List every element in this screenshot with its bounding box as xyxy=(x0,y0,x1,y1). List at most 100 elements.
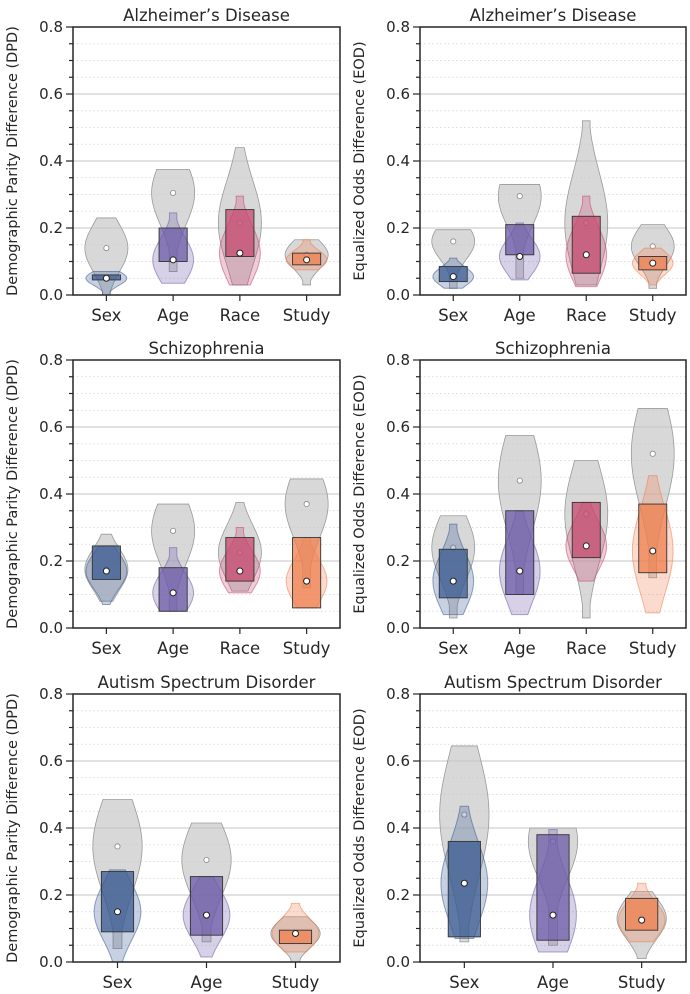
background-median-point xyxy=(170,189,177,196)
plot-frame xyxy=(419,26,687,296)
violin-study xyxy=(630,408,675,614)
median-point xyxy=(649,547,657,555)
x-tick-label: Sex xyxy=(102,973,132,992)
median-point xyxy=(549,911,557,919)
violin-age xyxy=(181,822,232,958)
y-tick-label: 0.6 xyxy=(386,752,410,770)
median-point xyxy=(449,273,457,281)
iqr-box xyxy=(625,897,659,931)
background-median-point xyxy=(114,843,121,850)
median-point xyxy=(516,252,524,260)
x-tick-label: Sex xyxy=(91,639,121,658)
iqr-box xyxy=(189,876,224,936)
y-tick-label: 0.8 xyxy=(386,18,410,36)
iqr-box xyxy=(505,510,535,595)
background-violin xyxy=(630,408,675,579)
median-point xyxy=(102,567,110,575)
iqr-box xyxy=(225,537,255,582)
y-axis-label: Equalized Odds Difference (EOD) xyxy=(352,41,368,280)
y-tick-label: 0.4 xyxy=(386,485,410,503)
chart-panel-3: 0.0 0.2 0.4 0.6 0.8 Demographic Parity Differ… xyxy=(5,339,341,658)
y-tick-label: 0.0 xyxy=(39,619,63,637)
y-axis-label: Equalized Odds Difference (EOD) xyxy=(352,708,368,947)
median-point xyxy=(102,274,110,282)
background-median-point xyxy=(516,477,523,484)
plot-frame xyxy=(72,359,341,629)
chart-panel-1: 0.0 0.2 0.4 0.6 0.8 Demographic Parity Differ… xyxy=(5,6,341,325)
violin-sex xyxy=(84,533,129,606)
violin-age xyxy=(151,168,196,284)
y-tick-label: 0.8 xyxy=(39,351,63,369)
x-tick-label: Study xyxy=(629,639,677,658)
plot-frame xyxy=(419,359,687,629)
background-median-point xyxy=(516,193,523,200)
violin-race xyxy=(217,501,262,594)
background-median-point xyxy=(461,811,468,818)
violin-age xyxy=(527,827,579,953)
chart-title: Schizophrenia xyxy=(149,339,265,358)
violin-study xyxy=(270,902,321,963)
x-tick-label: Age xyxy=(537,973,569,992)
violin-sex xyxy=(84,217,129,296)
x-tick-label: Race xyxy=(566,306,606,325)
violin-study xyxy=(284,239,329,286)
chart-title: Alzheimer’s Disease xyxy=(123,6,290,25)
iqr-box xyxy=(536,834,570,941)
violin-sex xyxy=(431,229,476,289)
x-tick-label: Age xyxy=(504,639,536,658)
violin-age xyxy=(497,434,542,616)
median-point xyxy=(236,567,244,575)
y-axis-label: Demographic Parity Difference (DPD) xyxy=(5,26,21,296)
median-point xyxy=(236,249,244,257)
x-tick-label: Age xyxy=(504,306,536,325)
y-tick-label: 0.2 xyxy=(39,219,63,237)
violin-age xyxy=(497,184,542,281)
y-tick-label: 0.6 xyxy=(39,85,63,103)
x-tick-label: Study xyxy=(283,639,331,658)
y-tick-label: 0.2 xyxy=(39,552,63,570)
x-tick-label: Race xyxy=(566,639,606,658)
y-tick-label: 0.0 xyxy=(386,619,410,637)
x-tick-label: Sex xyxy=(91,306,121,325)
median-point xyxy=(516,567,524,575)
y-tick-label: 0.2 xyxy=(39,886,63,904)
violin-race xyxy=(564,460,609,619)
x-tick-label: Sex xyxy=(438,639,468,658)
violin-sex xyxy=(92,799,143,963)
y-tick-label: 0.0 xyxy=(39,953,63,971)
median-point xyxy=(203,911,210,919)
background-median-point xyxy=(649,450,656,457)
violin-sex xyxy=(431,515,476,619)
chart-title: Autism Spectrum Disorder xyxy=(444,673,662,692)
background-median-point xyxy=(450,238,457,245)
x-tick-label: Study xyxy=(629,306,677,325)
x-tick-label: Study xyxy=(618,973,666,992)
group-violin xyxy=(271,902,320,953)
chart-title: Schizophrenia xyxy=(495,339,611,358)
chart-title: Autism Spectrum Disorder xyxy=(98,673,316,692)
iqr-box xyxy=(505,224,535,256)
median-point xyxy=(638,916,646,924)
y-axis-label: Equalized Odds Difference (EOD) xyxy=(352,374,368,613)
y-tick-label: 0.2 xyxy=(386,886,410,904)
background-median-point xyxy=(170,527,177,534)
y-tick-label: 0.4 xyxy=(386,152,410,170)
x-tick-label: Age xyxy=(157,306,189,325)
background-median-point xyxy=(303,501,310,508)
y-tick-label: 0.6 xyxy=(39,418,63,436)
iqr-box xyxy=(292,537,322,609)
y-tick-label: 0.4 xyxy=(386,819,410,837)
violin-study xyxy=(616,882,667,960)
iqr-box xyxy=(100,871,135,933)
median-point xyxy=(292,930,299,938)
y-tick-label: 0.0 xyxy=(39,286,63,304)
y-tick-label: 0.2 xyxy=(386,552,410,570)
chart-panel-2: 0.0 0.2 0.4 0.6 0.8 Equalized Odds Difference… xyxy=(352,6,687,325)
x-tick-label: Race xyxy=(220,639,260,658)
iqr-box xyxy=(158,227,188,262)
violin-race xyxy=(564,120,609,288)
x-tick-label: Age xyxy=(157,639,189,658)
median-point xyxy=(582,251,590,259)
violin-study xyxy=(630,224,675,289)
